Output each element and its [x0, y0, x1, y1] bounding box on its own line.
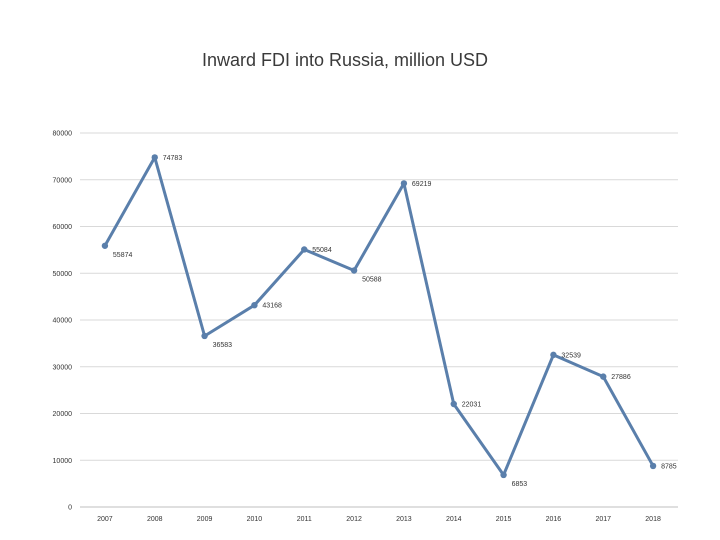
y-axis-ticks: 0 10000 20000 30000 40000 50000 60000 70000 8000…	[53, 131, 73, 512]
data-point	[301, 246, 308, 253]
data-point	[251, 301, 258, 309]
data-label: 55874	[113, 252, 133, 259]
data-point	[151, 154, 158, 161]
data-point	[550, 351, 557, 359]
x-tick-label: 2016	[546, 516, 562, 523]
y-tick-label: 0	[68, 505, 72, 512]
y-tick-label: 50000	[53, 271, 73, 278]
y-tick-label: 70000	[53, 177, 73, 184]
y-tick-label: 10000	[53, 458, 73, 465]
data-label: 32539	[561, 352, 581, 359]
data-label: 50588	[362, 277, 382, 284]
data-label: 69219	[412, 181, 432, 188]
x-tick-label: 2009	[197, 516, 213, 523]
data-point	[500, 471, 507, 479]
data-label: 27886	[611, 374, 631, 381]
data-label: 36583	[213, 342, 233, 349]
data-label: 6853	[512, 481, 528, 488]
data-label: 74783	[163, 155, 183, 162]
y-tick-label: 40000	[53, 318, 73, 325]
data-labels: 55874 74783 36583 43168 55084 50588 69219 22031…	[113, 155, 677, 488]
data-point	[201, 332, 208, 340]
y-tick-label: 60000	[53, 224, 73, 231]
x-tick-label: 2014	[446, 516, 462, 523]
data-label: 22031	[462, 402, 482, 409]
x-tick-label: 2011	[297, 516, 312, 523]
series-line	[103, 155, 655, 477]
x-tick-label: 2018	[645, 516, 661, 523]
y-tick-label: 80000	[53, 131, 73, 138]
series	[101, 154, 657, 479]
x-tick-label: 2008	[147, 516, 163, 523]
x-tick-label: 2015	[496, 516, 512, 523]
gridlines	[80, 132, 678, 508]
y-tick-label: 20000	[53, 411, 73, 418]
chart-title: Inward FDI into Russia, million USD	[201, 50, 489, 70]
x-tick-label: 2012	[346, 516, 362, 523]
data-label: 8785	[661, 463, 677, 470]
x-tick-label: 2007	[97, 516, 113, 523]
x-tick-label: 2017	[595, 516, 611, 523]
data-point	[450, 400, 457, 408]
x-tick-label: 2013	[396, 516, 412, 523]
data-point	[350, 267, 358, 274]
data-label: 55084	[312, 247, 332, 254]
data-label: 43168	[262, 303, 282, 310]
x-axis-ticks: 2007 2008 2009 2010 2011 2012 2013 2014 2015 2016…	[97, 516, 661, 523]
x-tick-label: 2010	[247, 516, 263, 523]
data-point	[101, 242, 109, 249]
data-point	[649, 462, 657, 470]
data-point	[400, 180, 408, 187]
y-tick-label: 30000	[53, 364, 73, 371]
data-point	[600, 373, 607, 380]
